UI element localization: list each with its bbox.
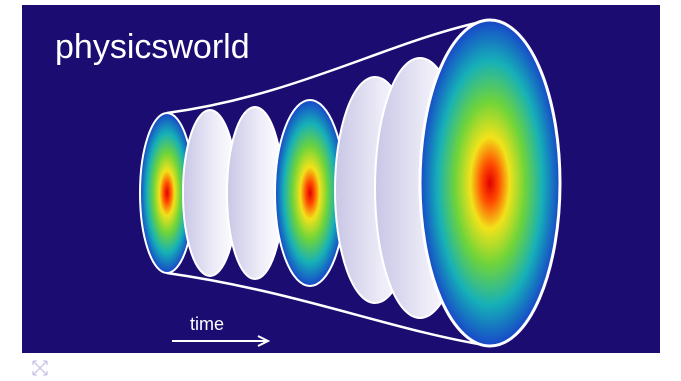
disc [420,20,560,346]
brand-title: physicsworld [55,28,250,66]
illustration: physicsworld time [0,0,681,381]
expand-icon[interactable] [33,361,47,375]
arrow-label: time [190,314,224,334]
page: physicsworld time (() => { const data = … [0,0,681,381]
